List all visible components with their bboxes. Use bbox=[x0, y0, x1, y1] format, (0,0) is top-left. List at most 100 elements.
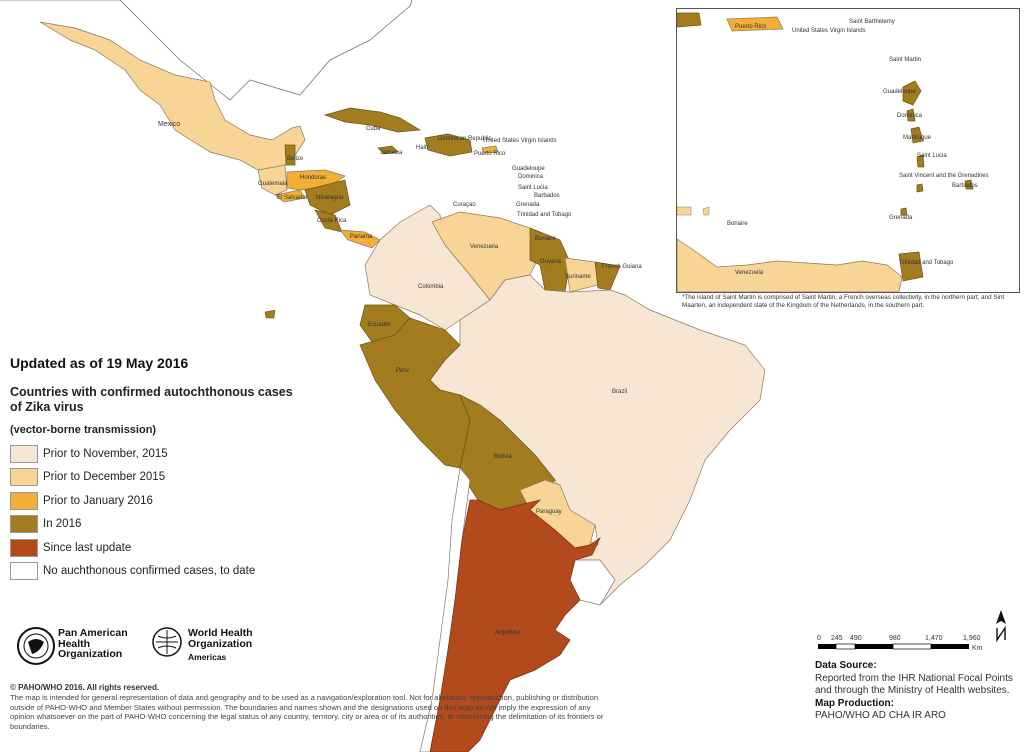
nicaragua-shape bbox=[304, 179, 351, 216]
inset-label-saint-vincent: Saint Vincent and the Grenadines bbox=[899, 173, 989, 179]
hispaniola-shape bbox=[424, 133, 473, 157]
source-label: Data Source bbox=[815, 660, 874, 671]
inset-label-usvi: United States Virgin Islands bbox=[792, 28, 866, 34]
inset-label-trinidad: Trinidad and Tobago bbox=[899, 260, 954, 266]
legend-swatch bbox=[10, 444, 38, 463]
label-jamaica: Jamaica bbox=[380, 150, 403, 156]
galapagos-shape bbox=[264, 309, 276, 319]
inset-label-saint-martin: Saint Martin bbox=[889, 57, 921, 63]
el-salvador-shape bbox=[274, 189, 306, 203]
legend-label: Prior to January 2016 bbox=[43, 494, 153, 507]
who-logo-icon bbox=[152, 627, 182, 657]
label-guatemala: Guatemala bbox=[258, 181, 288, 187]
argentina-shape bbox=[429, 499, 601, 752]
label-honduras: Honduras bbox=[300, 175, 326, 181]
legend-item: Prior to January 2016 bbox=[10, 489, 310, 513]
legend-item: Prior to December 2015 bbox=[10, 466, 310, 490]
inset-guadeloupe-shape bbox=[902, 80, 922, 106]
disclaimer: The map is intended for general represen… bbox=[10, 693, 604, 731]
inset-hispaniola-shape bbox=[677, 12, 702, 28]
inset-venezuela-shape bbox=[677, 238, 903, 292]
legend-label: Since last update bbox=[43, 541, 132, 554]
legend: Prior to November, 2015 Prior to Decembe… bbox=[10, 442, 310, 583]
legend-swatch bbox=[10, 562, 38, 581]
label-panama: Panama bbox=[350, 234, 373, 240]
guatemala-shape bbox=[257, 164, 288, 196]
scale-tick: 245 bbox=[831, 635, 843, 642]
label-peru: Peru bbox=[396, 368, 409, 374]
label-el-salvador: El Salvador bbox=[277, 195, 308, 201]
inset-label-saint-barthelemy: Saint Barthelemy bbox=[849, 19, 895, 25]
inset-label-puerto-rico: Puerto Rico bbox=[735, 24, 767, 30]
who-logo-text: World Health Organization bbox=[188, 627, 253, 650]
label-trinidad: Trinidad and Tobago bbox=[517, 212, 572, 218]
legend-item: Since last update bbox=[10, 536, 310, 560]
inset-map: Puerto Rico United States Virgin Islands… bbox=[677, 12, 989, 292]
scale-tick: 1,960 bbox=[963, 635, 981, 642]
inset-label-venezuela: Venezuela bbox=[735, 270, 764, 276]
label-dominica: Dominica bbox=[518, 174, 544, 180]
inset-label-martinique: Martinique bbox=[903, 135, 932, 141]
inset-grenada-shape bbox=[900, 207, 908, 216]
legend-item: No auchthonous confirmed cases, to date bbox=[10, 560, 310, 584]
label-grenada: Grenada bbox=[516, 202, 540, 208]
inset-saint-lucia-shape bbox=[916, 154, 925, 168]
north-arrow-icon bbox=[996, 610, 1006, 642]
inset-label-grenada: Grenada bbox=[889, 215, 913, 221]
belize-shape bbox=[284, 144, 296, 166]
paho-logo-icon bbox=[17, 627, 55, 665]
inset-label-guadeloupe: Guadeloupe bbox=[883, 89, 916, 95]
scale-tick: 1,470 bbox=[925, 635, 943, 642]
source-text: Reported from the IHR National Focal Poi… bbox=[815, 672, 1013, 697]
updated-heading: Updated as of 19 May 2016 bbox=[10, 355, 189, 371]
who-region-text: Americas bbox=[188, 652, 227, 662]
legend-label: Prior to November, 2015 bbox=[43, 447, 168, 460]
label-barbados: Barbados bbox=[534, 193, 560, 199]
scale-tick: 490 bbox=[850, 635, 862, 642]
caribbean-inset: Puerto Rico United States Virgin Islands… bbox=[676, 8, 1020, 293]
inset-martinique-shape bbox=[910, 126, 924, 144]
cuba-shape bbox=[323, 107, 422, 133]
legend-swatch bbox=[10, 538, 38, 557]
label-haiti: Haiti bbox=[416, 145, 428, 151]
label-mexico: Mexico bbox=[158, 121, 180, 128]
label-curacao: Curaçao bbox=[453, 202, 476, 208]
legend-item: Prior to November, 2015 bbox=[10, 442, 310, 466]
puerto-rico-shape bbox=[481, 145, 499, 154]
logos: Pan American Health Organization World H… bbox=[16, 624, 276, 670]
legend-swatch bbox=[10, 491, 38, 510]
jamaica-shape bbox=[377, 145, 399, 155]
scale-tick: 0 bbox=[817, 635, 821, 642]
label-dominican-republic: Dominican Republic bbox=[438, 136, 491, 142]
usa-region bbox=[0, 0, 413, 101]
label-puerto-rico: Puerto Rico bbox=[474, 151, 506, 157]
label-colombia: Colombia bbox=[418, 284, 444, 290]
inset-dominica-shape bbox=[906, 108, 916, 122]
label-saint-lucia: Saint Lucia bbox=[518, 185, 548, 191]
label-paraguay: Paraguay bbox=[536, 509, 562, 515]
panama-shape bbox=[339, 229, 381, 249]
legend-label: In 2016 bbox=[43, 518, 82, 531]
data-source: Data Source: Reported from the IHR Natio… bbox=[815, 660, 1020, 723]
legend-item: In 2016 bbox=[10, 513, 310, 537]
label-brazil: Brazil bbox=[612, 389, 627, 395]
label-venezuela: Venezuela bbox=[470, 244, 499, 250]
inset-saint-vincent-shape bbox=[916, 183, 924, 193]
label-guyana: Guyana bbox=[540, 259, 562, 265]
inset-trinidad-shape bbox=[898, 251, 924, 282]
label-suriname: Suriname bbox=[565, 274, 591, 280]
inset-note: *The island of Saint Martin is comprised… bbox=[682, 294, 1005, 309]
label-argentina: Argentina bbox=[495, 630, 521, 636]
production-text: PAHO/WHO AD CHA IR ARO bbox=[815, 710, 946, 722]
production-label: Map Production bbox=[815, 697, 891, 709]
label-bonaire: Bonaire bbox=[535, 236, 556, 242]
label-guadeloupe: Guadeloupe bbox=[512, 166, 545, 172]
copyright: © PAHO/WHO 2016. All rights reserved. bbox=[10, 683, 160, 692]
label-nicaragua: Nicaragua bbox=[316, 195, 344, 201]
label-usvi: United States Virgin Islands bbox=[483, 138, 557, 144]
label-french-guiana: French Guiana bbox=[602, 264, 642, 270]
scale-bar: 0 245 490 980 1,470 1,960 Km bbox=[817, 635, 983, 652]
legend-subtitle: (vector-borne transmission) bbox=[10, 424, 157, 436]
legend-title: Countries with confirmed autochthonous c… bbox=[10, 385, 293, 414]
